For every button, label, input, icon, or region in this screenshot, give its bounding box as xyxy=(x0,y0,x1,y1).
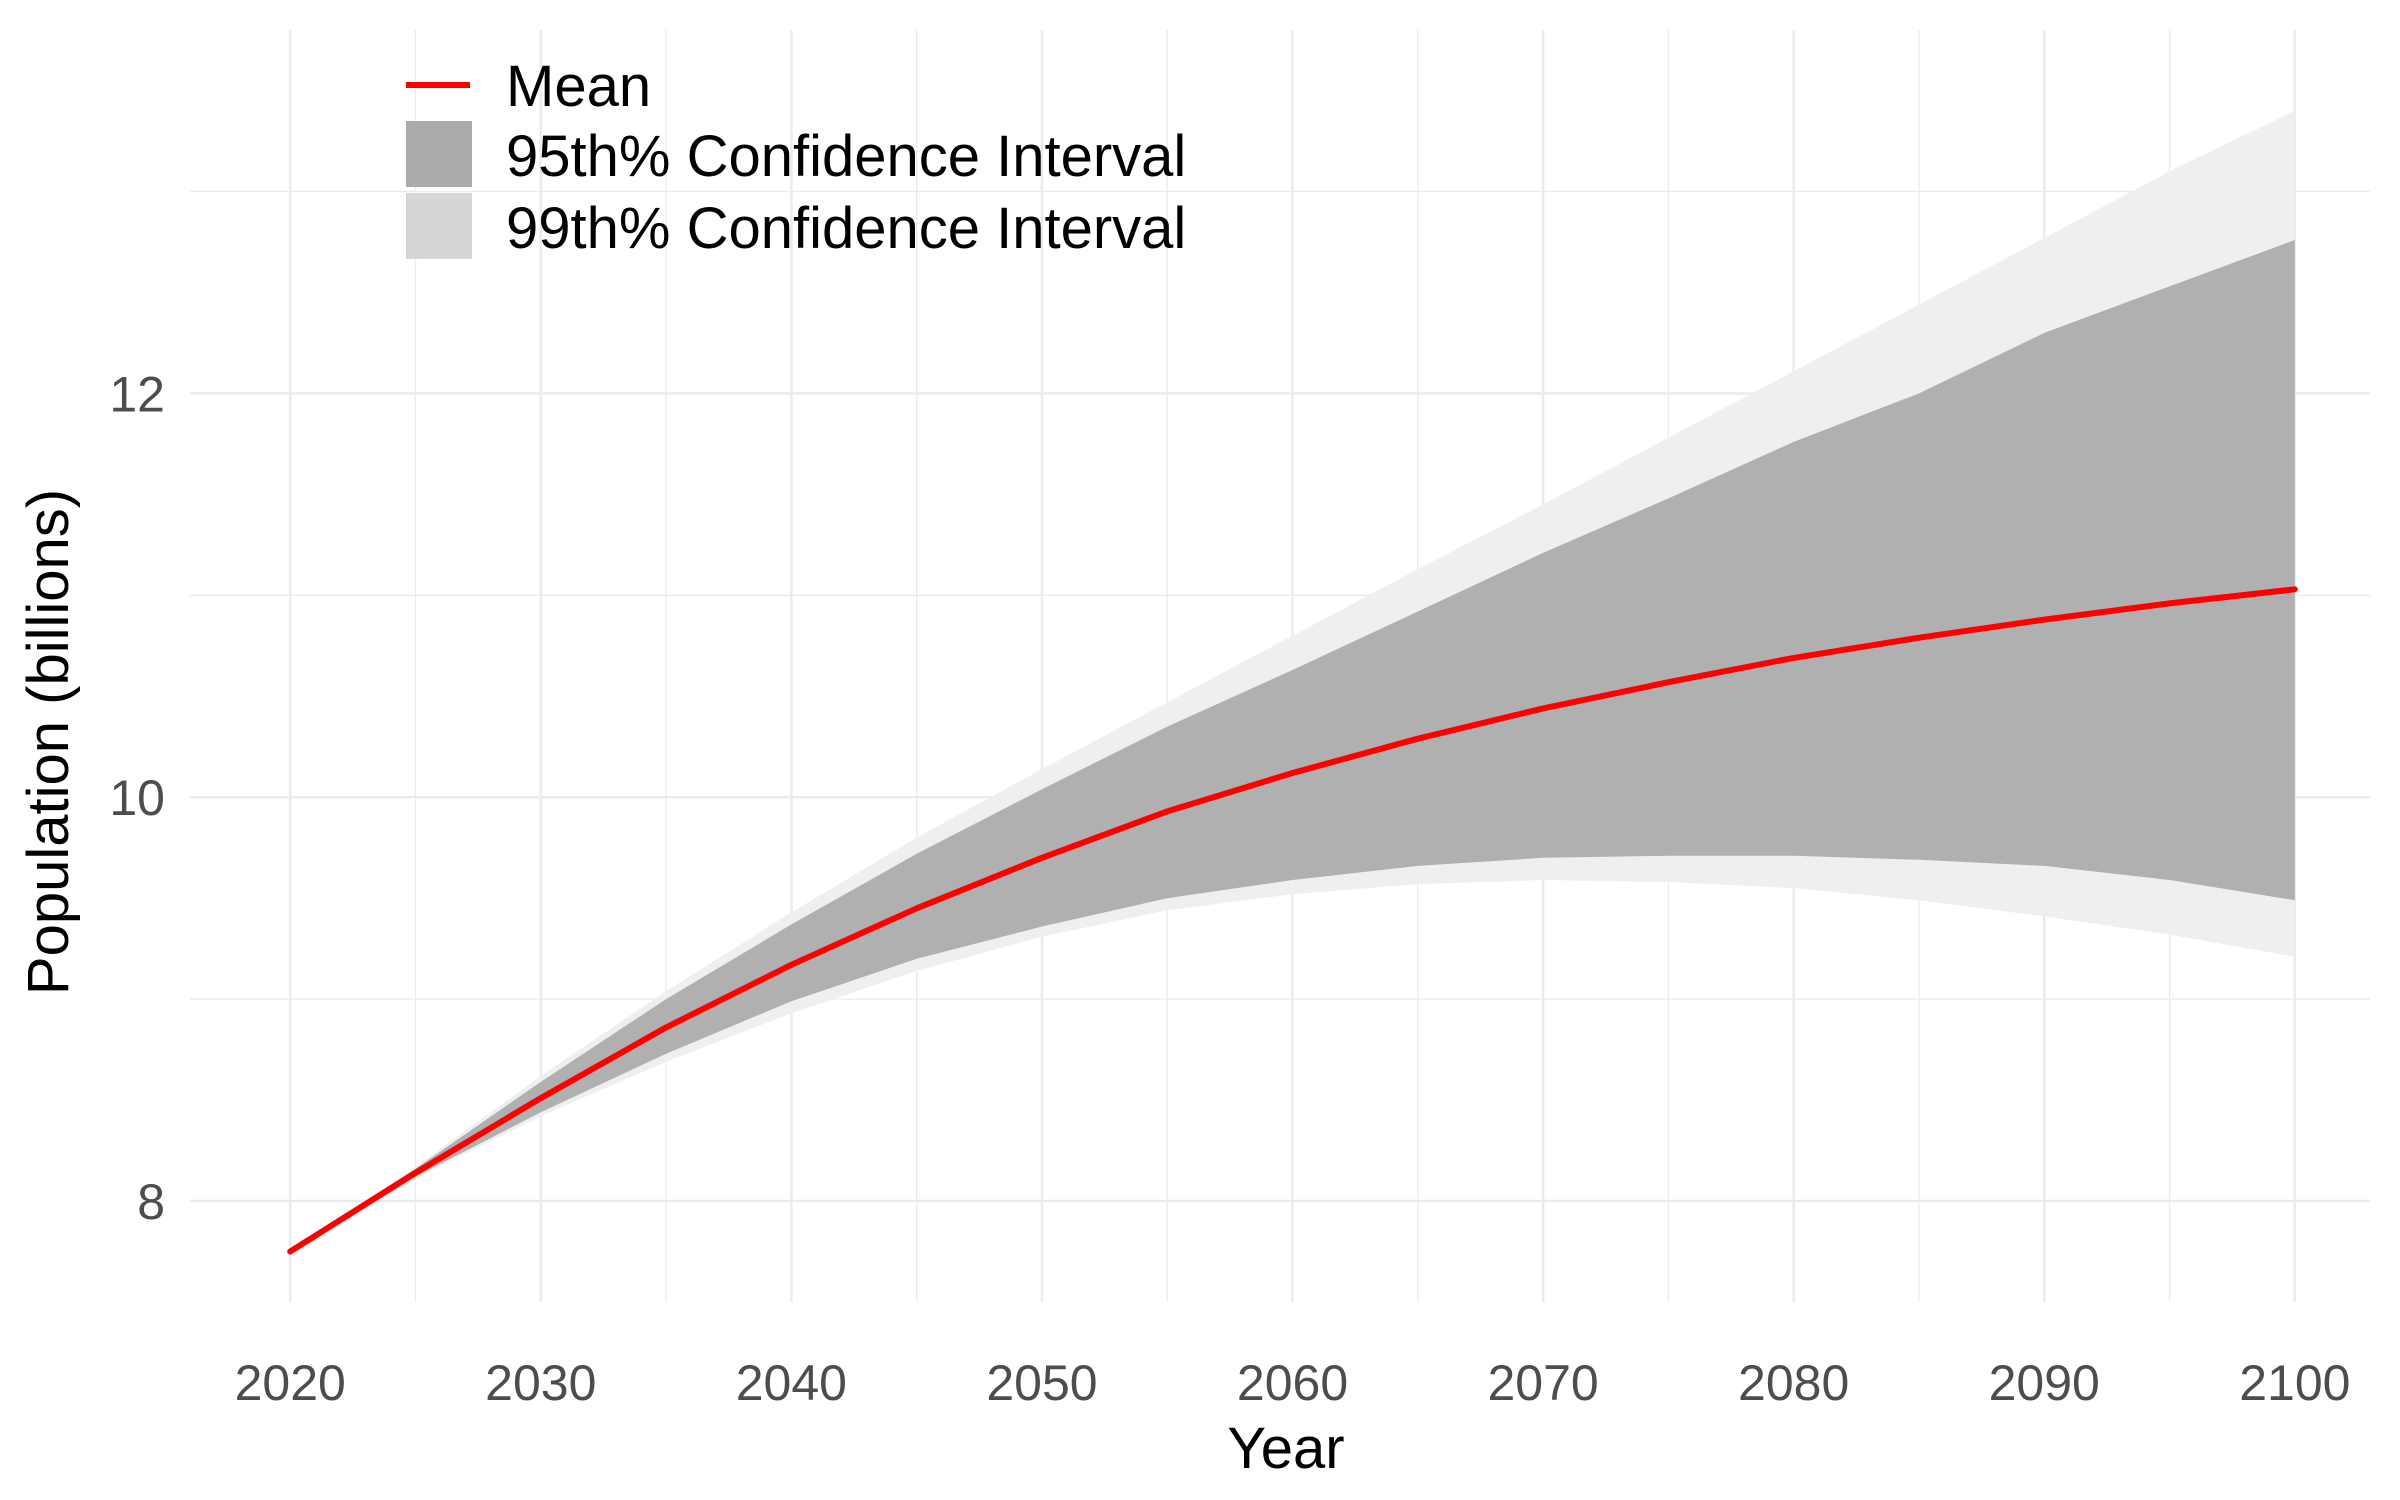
legend-ci99-swatch xyxy=(406,193,472,259)
x-tick-label: 2070 xyxy=(1487,1355,1598,1411)
legend-ci99-label: 99th% Confidence Interval xyxy=(506,196,1186,261)
y-tick-label: 10 xyxy=(109,770,165,826)
mean-line-layer xyxy=(287,586,2298,1255)
x-tick-label: 2090 xyxy=(1989,1355,2100,1411)
x-axis: 2020 2030 2040 2050 2060 2070 2080 2090 2100 xyxy=(235,1355,2351,1411)
x-tick-label: 2020 xyxy=(235,1355,346,1411)
mean-line xyxy=(287,586,2298,1255)
legend-ci95-swatch xyxy=(406,121,472,187)
x-tick-label: 2100 xyxy=(2239,1355,2350,1411)
x-tick-label: 2080 xyxy=(1738,1355,1849,1411)
legend: Mean 95th% Confidence Interval 99th% Con… xyxy=(406,54,1186,261)
y-axis: 8 10 12 xyxy=(109,366,165,1230)
legend-mean-label: Mean xyxy=(506,54,651,119)
y-tick-label: 8 xyxy=(137,1174,165,1230)
x-tick-label: 2050 xyxy=(986,1355,1097,1411)
y-tick-label: 12 xyxy=(109,366,165,422)
ci95-band xyxy=(290,240,2295,1252)
x-tick-label: 2040 xyxy=(736,1355,847,1411)
x-axis-title: Year xyxy=(1227,1416,1344,1481)
legend-ci95-label: 95th% Confidence Interval xyxy=(506,124,1186,189)
x-tick-label: 2030 xyxy=(485,1355,596,1411)
y-axis-title: Population (billions) xyxy=(16,489,81,995)
x-tick-label: 2060 xyxy=(1237,1355,1348,1411)
